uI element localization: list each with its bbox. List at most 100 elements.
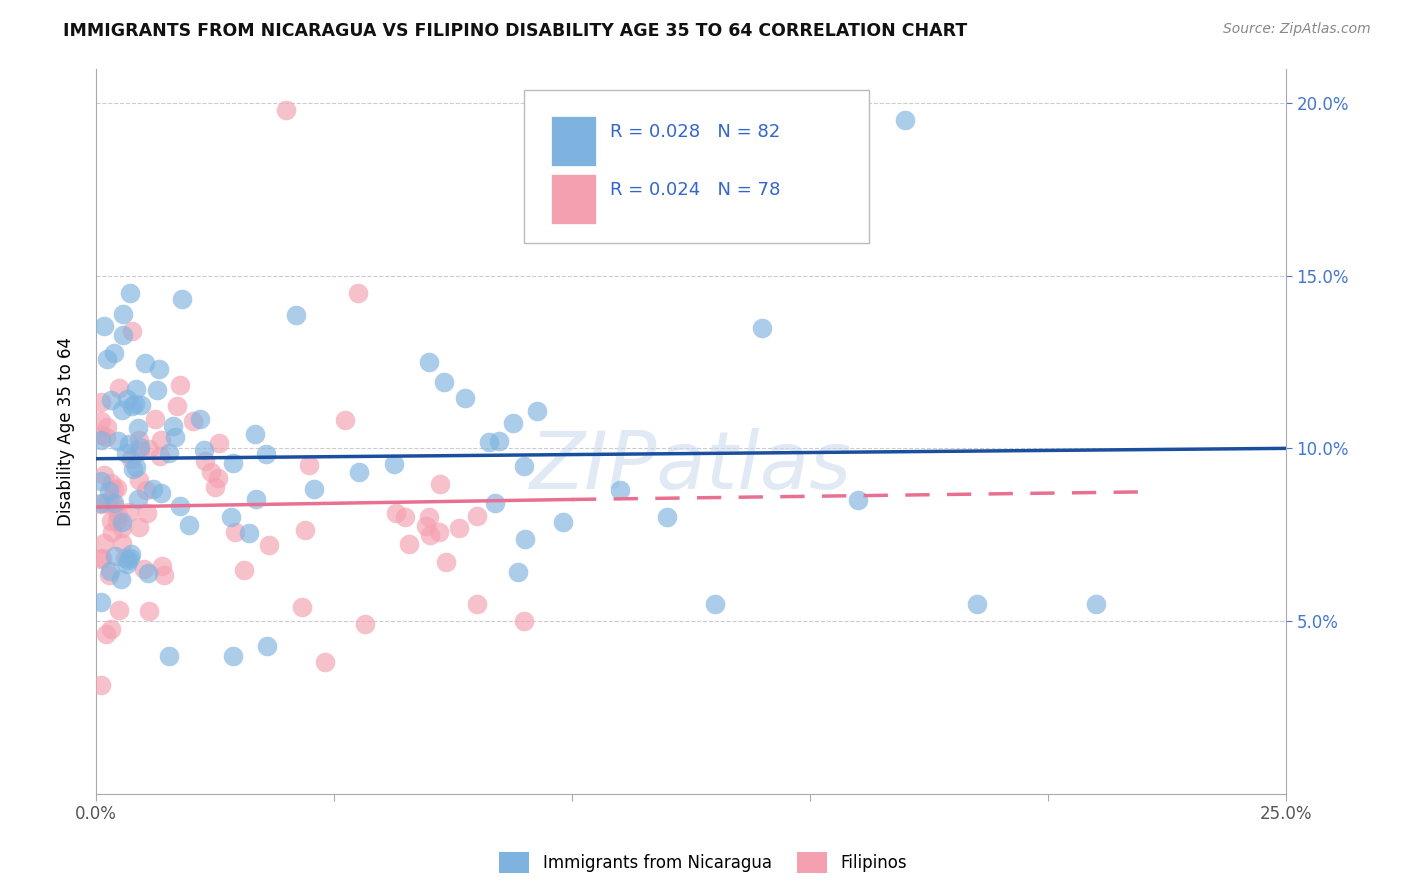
Point [149,486,172,500]
Point [513,532,536,546]
Point [551,515,574,529]
Point [98,564,121,578]
Point [165,430,187,444]
Point [200,465,222,479]
Point [169,378,191,392]
Point [129,440,152,454]
Point [418,355,440,369]
Point [208,436,231,450]
Point [526,403,548,417]
Point [172,293,194,307]
Point [157,648,180,663]
Point [142,482,165,496]
Point [93,319,115,334]
Point [101,524,124,539]
Point [90,413,112,427]
FancyBboxPatch shape [524,90,869,243]
Point [207,471,229,485]
Point [117,392,139,406]
Point [100,622,122,636]
Point [105,514,128,528]
Point [90,595,112,609]
Point [122,462,145,476]
Point [129,444,152,458]
Point [103,346,125,360]
Point [107,603,129,617]
Point [1084,597,1107,611]
Point [90,433,112,447]
Point [454,391,477,405]
Point [181,413,204,427]
Point [111,535,134,549]
Point [104,549,127,564]
Point [150,433,173,447]
Point [488,434,510,449]
Point [90,678,112,692]
Legend: Immigrants from Nicaragua, Filipinos: Immigrants from Nicaragua, Filipinos [492,846,914,880]
Point [138,604,160,618]
Point [90,474,112,488]
FancyBboxPatch shape [551,174,596,225]
Text: Source: ZipAtlas.com: Source: ZipAtlas.com [1223,22,1371,37]
Point [90,427,112,442]
Point [398,537,420,551]
Point [429,477,451,491]
Point [115,446,138,460]
Point [148,361,170,376]
Point [193,442,215,457]
Point [103,495,125,509]
Point [346,285,368,300]
Point [96,352,118,367]
Point [128,520,150,534]
Point [609,483,631,497]
Point [149,449,172,463]
Point [751,320,773,334]
Point [118,437,141,451]
Point [110,572,132,586]
Point [120,547,142,561]
Text: ZIPatlas: ZIPatlas [530,428,852,507]
Point [394,510,416,524]
Point [465,597,488,611]
Point [224,524,246,539]
Point [100,476,122,491]
Point [90,394,112,409]
Point [478,434,501,449]
Point [245,427,267,442]
Point [97,493,120,508]
Point [134,562,156,576]
Point [302,482,325,496]
Point [276,103,298,117]
Point [418,510,440,524]
Point [91,550,114,565]
Point [465,508,488,523]
Point [131,398,153,412]
Point [135,507,157,521]
Point [238,525,260,540]
Point [117,553,139,567]
Point [429,524,451,539]
Point [415,518,437,533]
Point [118,505,141,519]
Point [146,383,169,397]
FancyBboxPatch shape [551,116,596,167]
Point [657,510,679,524]
Point [298,458,321,472]
Point [222,456,245,470]
Point [169,499,191,513]
Point [125,382,148,396]
Point [245,492,267,507]
Point [703,597,725,611]
Point [502,417,524,431]
Point [284,308,307,322]
Point [135,483,157,498]
Point [121,325,143,339]
Point [257,538,280,552]
Point [291,599,314,614]
Point [107,508,129,522]
Point [513,458,536,473]
Point [96,420,118,434]
Point [449,520,471,534]
Point [138,566,160,580]
Point [418,528,440,542]
